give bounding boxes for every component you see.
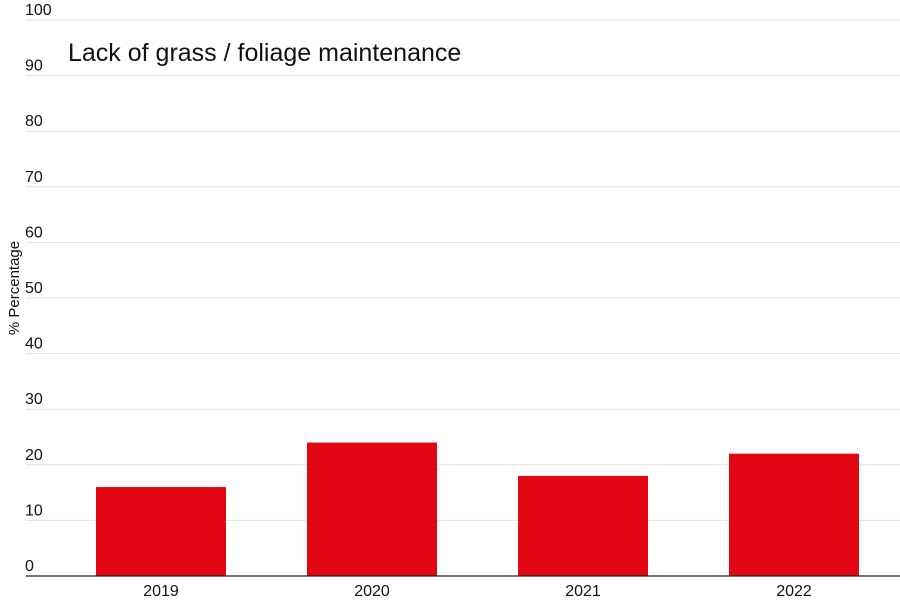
x-tick-label-2022: 2022 [776,583,812,600]
bar-2019 [96,487,226,576]
y-tick-label-70: 70 [25,169,43,186]
bar-2020 [307,442,437,576]
x-tick-label-2021: 2021 [565,583,601,600]
y-tick-label-30: 30 [25,391,43,408]
y-tick-label-0: 0 [25,558,34,575]
chart-title: Lack of grass / foliage maintenance [68,39,461,67]
y-tick-label-80: 80 [25,113,43,130]
bars [96,442,859,576]
y-tick-label-20: 20 [25,447,43,464]
x-tick-label-2019: 2019 [143,583,179,600]
bar-2022 [729,453,859,576]
bar-2021 [518,475,648,576]
y-axis-ticks: 0 10 20 30 40 50 60 70 80 90 100 [25,2,52,575]
x-tick-label-2020: 2020 [354,583,390,600]
y-tick-label-10: 10 [25,502,43,519]
y-tick-label-40: 40 [25,336,43,353]
y-tick-label-100: 100 [25,2,52,19]
y-tick-label-50: 50 [25,280,43,297]
gridlines [26,19,900,521]
x-axis-ticks: 2019 2020 2021 2022 [143,583,812,600]
y-tick-label-60: 60 [25,224,43,241]
y-axis-label: % Percentage [6,241,23,335]
y-tick-label-90: 90 [25,58,43,75]
